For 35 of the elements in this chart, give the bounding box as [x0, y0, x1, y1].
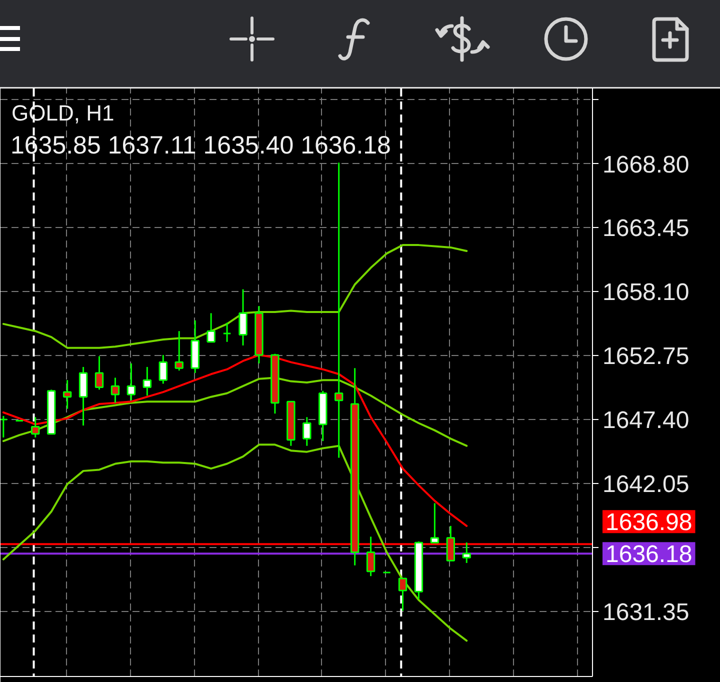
candlestick — [110, 376, 120, 404]
candlestick — [62, 379, 72, 410]
text: GOLD, H1 — [12, 100, 114, 126]
candlestick — [398, 578, 408, 612]
candlestick — [31, 416, 40, 438]
y-tick-label: 1658.10 — [602, 279, 690, 306]
y-tick-label: 1663.45 — [602, 215, 690, 242]
ref-line-label: 1636.98 — [606, 509, 692, 536]
line-series — [2, 444, 468, 642]
candlestick — [158, 354, 168, 384]
y-tick-label: 1652.75 — [602, 343, 690, 370]
y-tick-label: 1668.80 — [602, 151, 690, 178]
line-series — [2, 244, 468, 349]
candlestick — [0, 415, 8, 438]
y-tick-label: 1631.35 — [602, 598, 690, 626]
candlestick — [142, 366, 152, 396]
candlestick — [222, 322, 232, 343]
text: 1635.85 1637.11 1635.40 1636.18 — [10, 132, 391, 160]
y-tick-label: 1647.40 — [602, 407, 690, 434]
line-series — [2, 354, 468, 527]
candlestick — [334, 162, 344, 459]
candlestick — [446, 525, 456, 562]
candlestick — [366, 536, 376, 577]
candlestick — [238, 288, 248, 346]
candlestick — [174, 330, 184, 372]
candlestick — [78, 366, 88, 426]
candlestick — [430, 502, 440, 544]
candlestick — [94, 355, 104, 390]
candlestick — [302, 416, 312, 447]
y-tick-label: 1642.05 — [602, 470, 690, 498]
candlestick — [462, 542, 471, 564]
candlestick — [126, 362, 136, 402]
ref-line-label: 1636.18 — [606, 541, 692, 568]
line-series — [2, 376, 468, 447]
candlestick — [206, 312, 216, 343]
